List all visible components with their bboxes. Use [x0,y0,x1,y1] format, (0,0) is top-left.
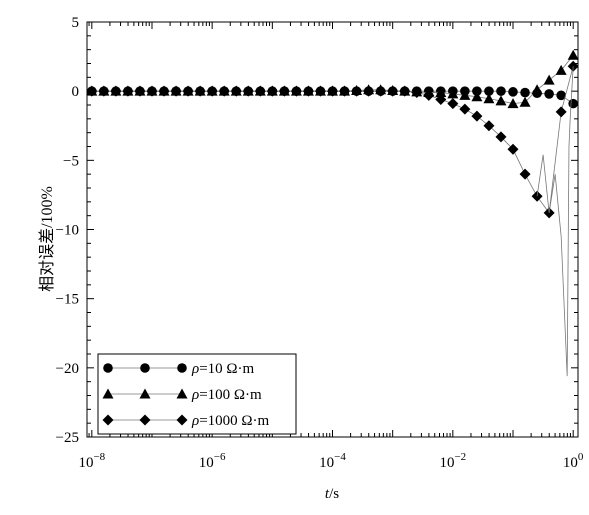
legend-marker-circle [177,363,187,373]
data-point-diamond [435,93,447,105]
data-point-diamond [266,85,278,97]
data-point-triangle [507,98,519,109]
data-point-diamond [519,168,531,180]
legend-label: ρ=10 Ω·m [191,361,255,377]
data-point-diamond [423,89,435,101]
data-point-diamond [206,85,218,97]
data-point-diamond [278,85,290,97]
data-point-diamond [98,85,110,97]
y-axis-ticks: 5 0 −5 −10 −15 −20 −25 [56,15,578,446]
data-point-diamond [110,85,122,97]
data-point-circle [520,87,530,98]
y-tick-label: −25 [56,430,79,446]
legend-item: ρ=10 Ω·m [103,361,255,377]
data-point-diamond [495,131,507,143]
x-axis-label-variable: t [325,486,330,502]
x-axis-label-unit: /s [329,486,339,502]
data-point-diamond [507,143,519,155]
data-point-diamond [194,85,206,97]
data-point-diamond [483,120,495,132]
y-tick-label: 0 [72,84,80,100]
data-point-diamond [339,85,351,97]
data-point-diamond [399,85,411,97]
data-point-triangle [483,93,495,104]
data-point-diamond [230,85,242,97]
data-point-triangle [531,84,543,95]
legend-label: ρ=1000 Ω·m [191,413,270,429]
y-tick-label: −5 [63,153,79,169]
data-point-diamond [327,85,338,97]
x-tick-label: 10−6 [199,451,226,471]
data-point-diamond [86,85,98,97]
legend-marker-triangle [176,388,188,399]
y-axis-label: 相对误差/100% [38,186,56,292]
data-point-diamond [146,85,158,97]
data-point-diamond [170,85,182,97]
data-point-circle [508,87,518,97]
legend-marker-triangle [102,388,114,399]
data-point-diamond [242,85,254,97]
series-3 [86,60,579,219]
x-axis-label: t/s [325,486,339,502]
data-point-diamond [158,85,170,97]
y-tick-label: −20 [56,361,79,377]
data-point-diamond [122,85,134,97]
legend-item: ρ=1000 Ω·m [102,413,270,429]
data-point-diamond [254,85,266,97]
y-tick-label: −15 [56,292,79,308]
series-3-oscillation-line [536,66,574,377]
y-tick-label: 5 [72,15,80,31]
legend-marker-diamond [176,414,188,426]
data-point-diamond [555,106,567,118]
data-point-triangle [435,87,447,98]
legend: ρ=10 Ω·m ρ=100 Ω·m ρ=1000 Ω·m [97,353,297,435]
legend-marker-triangle [139,388,151,399]
data-point-triangle [543,74,555,85]
data-point-diamond [459,103,471,115]
data-point-circle [568,98,578,109]
data-point-triangle [447,88,459,99]
data-point-diamond [302,85,314,97]
x-tick-label: 100 [563,451,584,471]
data-point-triangle [567,49,579,60]
legend-label: ρ=100 Ω·m [191,387,262,403]
data-point-diamond [314,85,326,97]
x-tick-label: 10−4 [319,451,346,471]
data-point-diamond [182,85,194,97]
data-point-diamond [363,85,375,97]
y-tick-label: −10 [56,223,79,239]
data-point-triangle [555,64,567,75]
data-point-triangle [459,89,471,100]
data-point-diamond [218,85,230,97]
data-point-triangle [495,95,507,106]
data-point-diamond [351,85,363,97]
legend-marker-diamond [139,414,151,426]
data-point-triangle [519,96,531,107]
data-point-circle [484,86,494,96]
legend-marker-circle [103,363,113,373]
data-point-circle [556,90,566,101]
data-point-circle [496,86,506,96]
series-layer [86,49,579,377]
data-point-diamond [134,85,146,97]
data-point-diamond [411,87,423,99]
legend-marker-diamond [102,414,114,426]
data-point-diamond [447,98,459,110]
data-point-circle [472,86,482,96]
x-tick-label: 10−8 [78,451,105,471]
x-tick-label: 10−2 [439,451,466,471]
data-point-circle [544,89,554,99]
data-point-diamond [471,110,483,122]
data-point-diamond [387,85,399,97]
series-2 [86,49,579,109]
data-point-diamond [375,85,387,97]
data-point-triangle [471,91,483,102]
data-point-diamond [290,85,302,97]
legend-item: ρ=100 Ω·m [102,387,262,403]
legend-marker-circle [140,363,150,373]
